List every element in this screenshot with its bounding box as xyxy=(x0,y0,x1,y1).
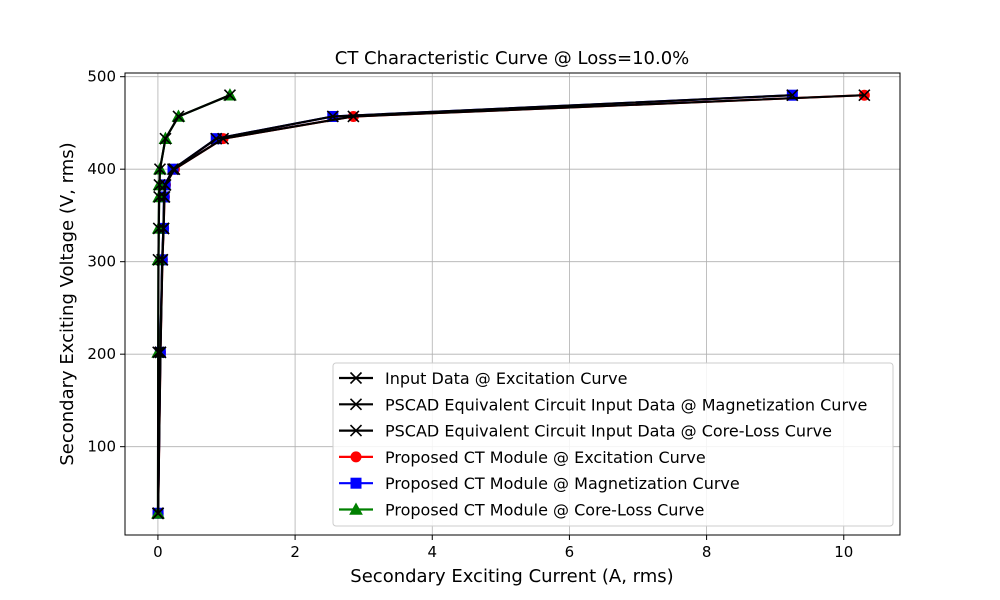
series-1 xyxy=(151,89,799,520)
data-point xyxy=(858,89,871,102)
data-point xyxy=(166,163,180,176)
data-point xyxy=(152,222,165,235)
series-line xyxy=(156,94,793,514)
data-point xyxy=(153,163,167,176)
x-marker-stroke xyxy=(349,424,363,437)
y-tick-label: 100 xyxy=(87,438,116,456)
data-point xyxy=(172,110,185,123)
x-marker-stroke xyxy=(159,132,172,145)
plot-area: 0 2 4 6 8 10 100 200 300 400 500 xyxy=(87,68,901,561)
x-marker-stroke xyxy=(786,89,799,102)
x-tick-label: 4 xyxy=(427,543,437,561)
x-tick-label: 2 xyxy=(290,543,300,561)
data-point xyxy=(153,190,166,204)
x-marker-stroke xyxy=(326,110,339,123)
y-tick-label: 500 xyxy=(87,68,116,86)
data-point xyxy=(152,346,165,359)
legend-item: PSCAD Equivalent Circuit Input Data @ Ma… xyxy=(339,395,867,414)
x-marker-stroke xyxy=(153,178,166,191)
x-marker-stroke xyxy=(154,346,167,359)
data-point xyxy=(326,110,339,123)
chart-title: CT Characteristic Curve @ Loss=10.0% xyxy=(335,48,690,69)
y-tick-label: 300 xyxy=(87,253,116,271)
legend-marker xyxy=(349,398,363,411)
x-marker-stroke xyxy=(223,89,236,102)
y-axis-label: Secondary Exciting Voltage (V, rms) xyxy=(57,142,78,465)
x-tick-label: 10 xyxy=(834,543,853,561)
x-marker-stroke xyxy=(349,398,363,411)
series-2 xyxy=(151,89,236,520)
x-tick-label: 0 xyxy=(153,543,163,561)
legend-item: Proposed CT Module @ Magnetization Curve xyxy=(339,474,740,493)
x-marker-stroke xyxy=(152,253,165,266)
x-marker-stroke xyxy=(210,132,223,145)
data-point xyxy=(151,507,165,520)
plot-frame xyxy=(124,72,901,536)
x-marker-stroke xyxy=(349,371,363,385)
legend-item: Input Data @ Excitation Curve xyxy=(339,369,627,388)
legend-marker xyxy=(350,451,362,463)
x-marker-stroke xyxy=(159,178,172,191)
legend-marker xyxy=(350,477,362,489)
data-point xyxy=(159,178,172,191)
data-point xyxy=(223,89,236,102)
x-marker-stroke xyxy=(166,163,180,176)
data-point xyxy=(152,253,165,266)
data-point xyxy=(210,132,223,145)
legend-box xyxy=(332,362,894,527)
x-axis-label: Secondary Exciting Current (A, rms) xyxy=(350,566,673,587)
data-point xyxy=(158,190,171,204)
legend-marker xyxy=(349,502,363,515)
x-marker-stroke xyxy=(153,190,166,204)
legend-label: Input Data @ Excitation Curve xyxy=(385,369,627,388)
data-point xyxy=(153,178,166,191)
legend-marker xyxy=(349,424,363,437)
x-marker-stroke xyxy=(152,346,165,359)
legend-item: PSCAD Equivalent Circuit Input Data @ Co… xyxy=(339,422,832,441)
legend-label: Proposed CT Module @ Core-Loss Curve xyxy=(385,501,704,520)
legend: Input Data @ Excitation Curve PSCAD Equiv… xyxy=(332,362,894,527)
y-tick-label: 200 xyxy=(87,345,116,363)
legend-marker xyxy=(349,371,363,385)
x-marker-stroke xyxy=(151,507,165,520)
legend-label: PSCAD Equivalent Circuit Input Data @ Co… xyxy=(385,422,832,441)
legend-label: PSCAD Equivalent Circuit Input Data @ Ma… xyxy=(385,395,867,414)
x-marker-stroke xyxy=(172,110,185,123)
legend-label: Proposed CT Module @ Excitation Curve xyxy=(385,448,706,467)
x-tick-label: 8 xyxy=(702,543,712,561)
x-marker-stroke xyxy=(152,222,165,235)
x-tick-label: 6 xyxy=(565,543,575,561)
legend-label: Proposed CT Module @ Magnetization Curve xyxy=(385,474,740,493)
legend-item: Proposed CT Module @ Core-Loss Curve xyxy=(339,501,704,520)
data-point xyxy=(154,346,167,359)
x-marker-stroke xyxy=(153,163,167,176)
data-point xyxy=(786,89,799,102)
y-tick-label: 400 xyxy=(87,160,116,178)
series-line xyxy=(156,94,231,514)
x-marker-stroke xyxy=(158,190,171,204)
legend-item: Proposed CT Module @ Excitation Curve xyxy=(339,448,706,467)
x-marker-stroke xyxy=(858,89,871,102)
data-point xyxy=(159,132,172,145)
